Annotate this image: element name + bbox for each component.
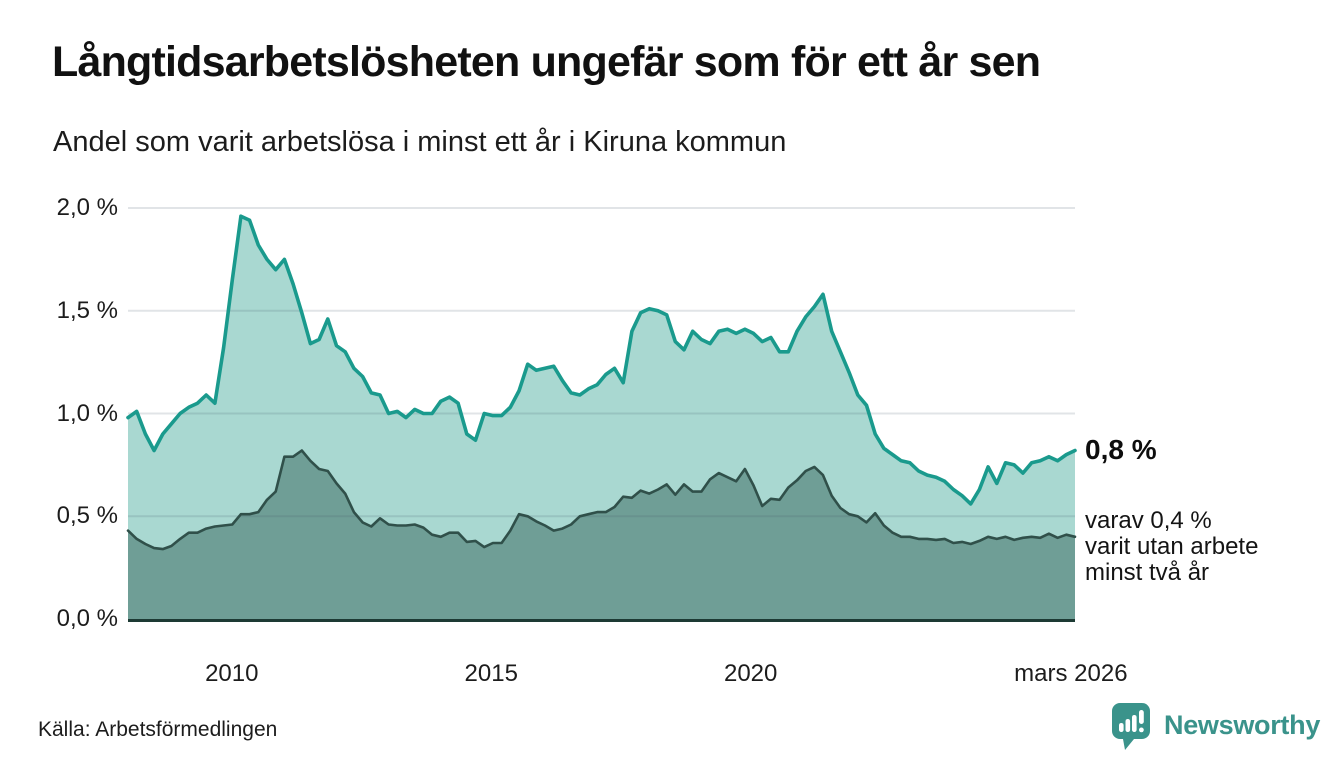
newsworthy-bubble-chart-icon — [1112, 703, 1150, 750]
end-value-label-total: 0,8 % — [1085, 434, 1157, 465]
x-tick-label-2010: 2010 — [205, 660, 259, 687]
y-tick-label-1-5: 1,5 % — [56, 296, 118, 324]
source-credit: Källa: Arbetsförmedlingen — [38, 718, 278, 741]
end-value-label-two-years: varav 0,4 % varit utan arbete minst två … — [1085, 508, 1258, 586]
y-tick-label-2-0: 2,0 % — [56, 194, 118, 221]
page-title: Långtidsarbetslösheten ungefär som för e… — [52, 38, 1041, 86]
y-tick-label-0-0: 0,0 % — [56, 605, 118, 632]
end-sub-line-3: minst två år — [1085, 559, 1210, 586]
x-tick-label-2020: 2020 — [723, 660, 778, 687]
x-tick-label-2015: 2015 — [464, 660, 518, 687]
newsworthy-wordmark: Newsworthy — [1164, 710, 1321, 740]
y-tick-label-1-0: 1,0 % — [56, 399, 118, 427]
end-sub-line-1: varav 0,4 % — [1085, 507, 1212, 534]
chart-subtitle: Andel som varit arbetslösa i minst ett å… — [53, 126, 787, 158]
series-area-1 — [128, 450, 1075, 619]
end-sub-line-2: varit utan arbete — [1085, 533, 1259, 560]
y-tick-label-0-5: 0,5 % — [56, 502, 118, 530]
newsworthy-logo: Newsworthy — [1112, 703, 1320, 753]
x-tick-label-mars-2026: mars 2026 — [1014, 660, 1128, 687]
series-line-0 — [126, 214, 1077, 506]
series-line-1 — [126, 449, 1077, 551]
